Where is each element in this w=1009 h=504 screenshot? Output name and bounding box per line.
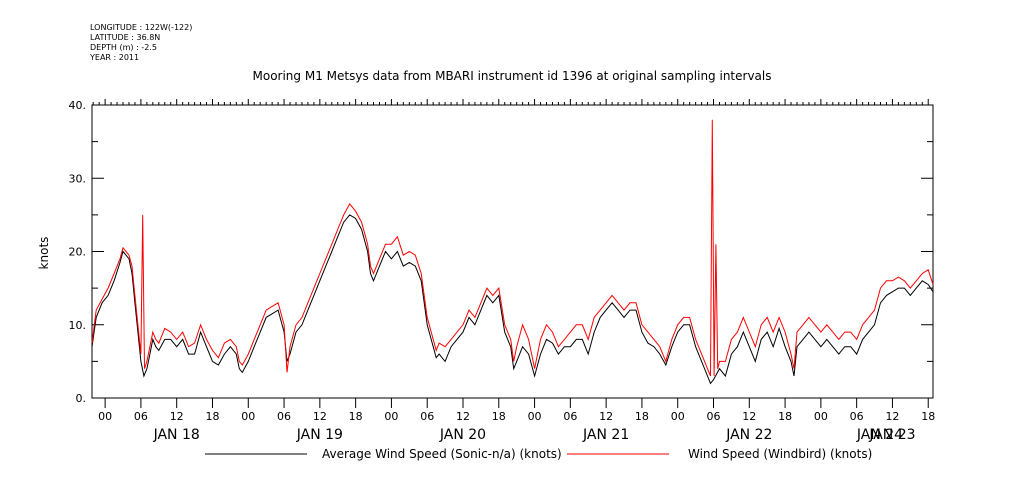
x-tick-label: 00 xyxy=(814,410,828,423)
x-tick-label: 18 xyxy=(205,410,219,423)
x-day-label: JAN 23 xyxy=(868,427,915,443)
header-latitude: LATITUDE : 36.8N xyxy=(90,33,160,42)
x-day-label: JAN 18 xyxy=(153,427,200,443)
x-tick-label: 12 xyxy=(885,410,899,423)
x-tick-label: 06 xyxy=(277,410,291,423)
x-tick-label: 12 xyxy=(742,410,756,423)
x-tick-label: 00 xyxy=(98,410,112,423)
header-depth: DEPTH (m) : -2.5 xyxy=(90,43,157,52)
x-axis-ticks: 00 06 12 18 00 06 12 18 00 06 12 18 00 06 12 18 00 06 12 18… xyxy=(92,99,935,443)
y-tick-label: 0. xyxy=(76,392,87,405)
x-tick-label: 12 xyxy=(313,410,327,423)
y-tick-label: 10. xyxy=(69,319,87,332)
x-tick-label: 00 xyxy=(528,410,542,423)
x-day-label: JAN 22 xyxy=(725,427,772,443)
x-tick-label: 06 xyxy=(850,410,864,423)
x-tick-label: 00 xyxy=(671,410,685,423)
y-axis-label: knots xyxy=(37,237,51,270)
x-day-label: JAN 21 xyxy=(582,427,629,443)
series-line-average-wind-speed xyxy=(91,214,934,385)
legend-label-average: Average Wind Speed (Sonic-n/a) (knots) xyxy=(322,447,562,461)
x-day-label: JAN 19 xyxy=(296,427,343,443)
x-tick-label: 06 xyxy=(707,410,721,423)
x-tick-label: 12 xyxy=(456,410,470,423)
x-day-label: JAN 24 xyxy=(856,427,903,443)
x-tick-label: 18 xyxy=(492,410,506,423)
chart-title: Mooring M1 Metsys data from MBARI instru… xyxy=(253,69,772,83)
legend: Average Wind Speed (Sonic-n/a) (knots) W… xyxy=(205,447,872,461)
series-line-windbird-wind-speed xyxy=(91,119,934,377)
y-tick-label: 20. xyxy=(69,246,87,259)
header-info: LONGITUDE : 122W(-122) LATITUDE : 36.8N … xyxy=(89,23,192,62)
x-tick-label: 00 xyxy=(241,410,255,423)
x-day-label: JAN 20 xyxy=(439,427,486,443)
x-tick-label: 12 xyxy=(170,410,184,423)
y-tick-label: 40. xyxy=(69,99,87,112)
x-tick-label: 18 xyxy=(778,410,792,423)
x-tick-label: 18 xyxy=(635,410,649,423)
x-tick-label: 06 xyxy=(563,410,577,423)
header-year: YEAR : 2011 xyxy=(89,53,139,62)
y-tick-label: 30. xyxy=(69,172,87,185)
x-tick-label: 06 xyxy=(134,410,148,423)
x-tick-label: 18 xyxy=(921,410,935,423)
series-lines xyxy=(91,119,934,385)
x-tick-label: 06 xyxy=(420,410,434,423)
y-axis-ticks: 0. 10. 20. 30. 40. xyxy=(69,99,933,405)
header-longitude: LONGITUDE : 122W(-122) xyxy=(90,23,192,32)
x-tick-label: 12 xyxy=(599,410,613,423)
x-tick-label: 00 xyxy=(384,410,398,423)
legend-label-windbird: Wind Speed (Windbird) (knots) xyxy=(688,447,872,461)
x-tick-label: 18 xyxy=(349,410,363,423)
